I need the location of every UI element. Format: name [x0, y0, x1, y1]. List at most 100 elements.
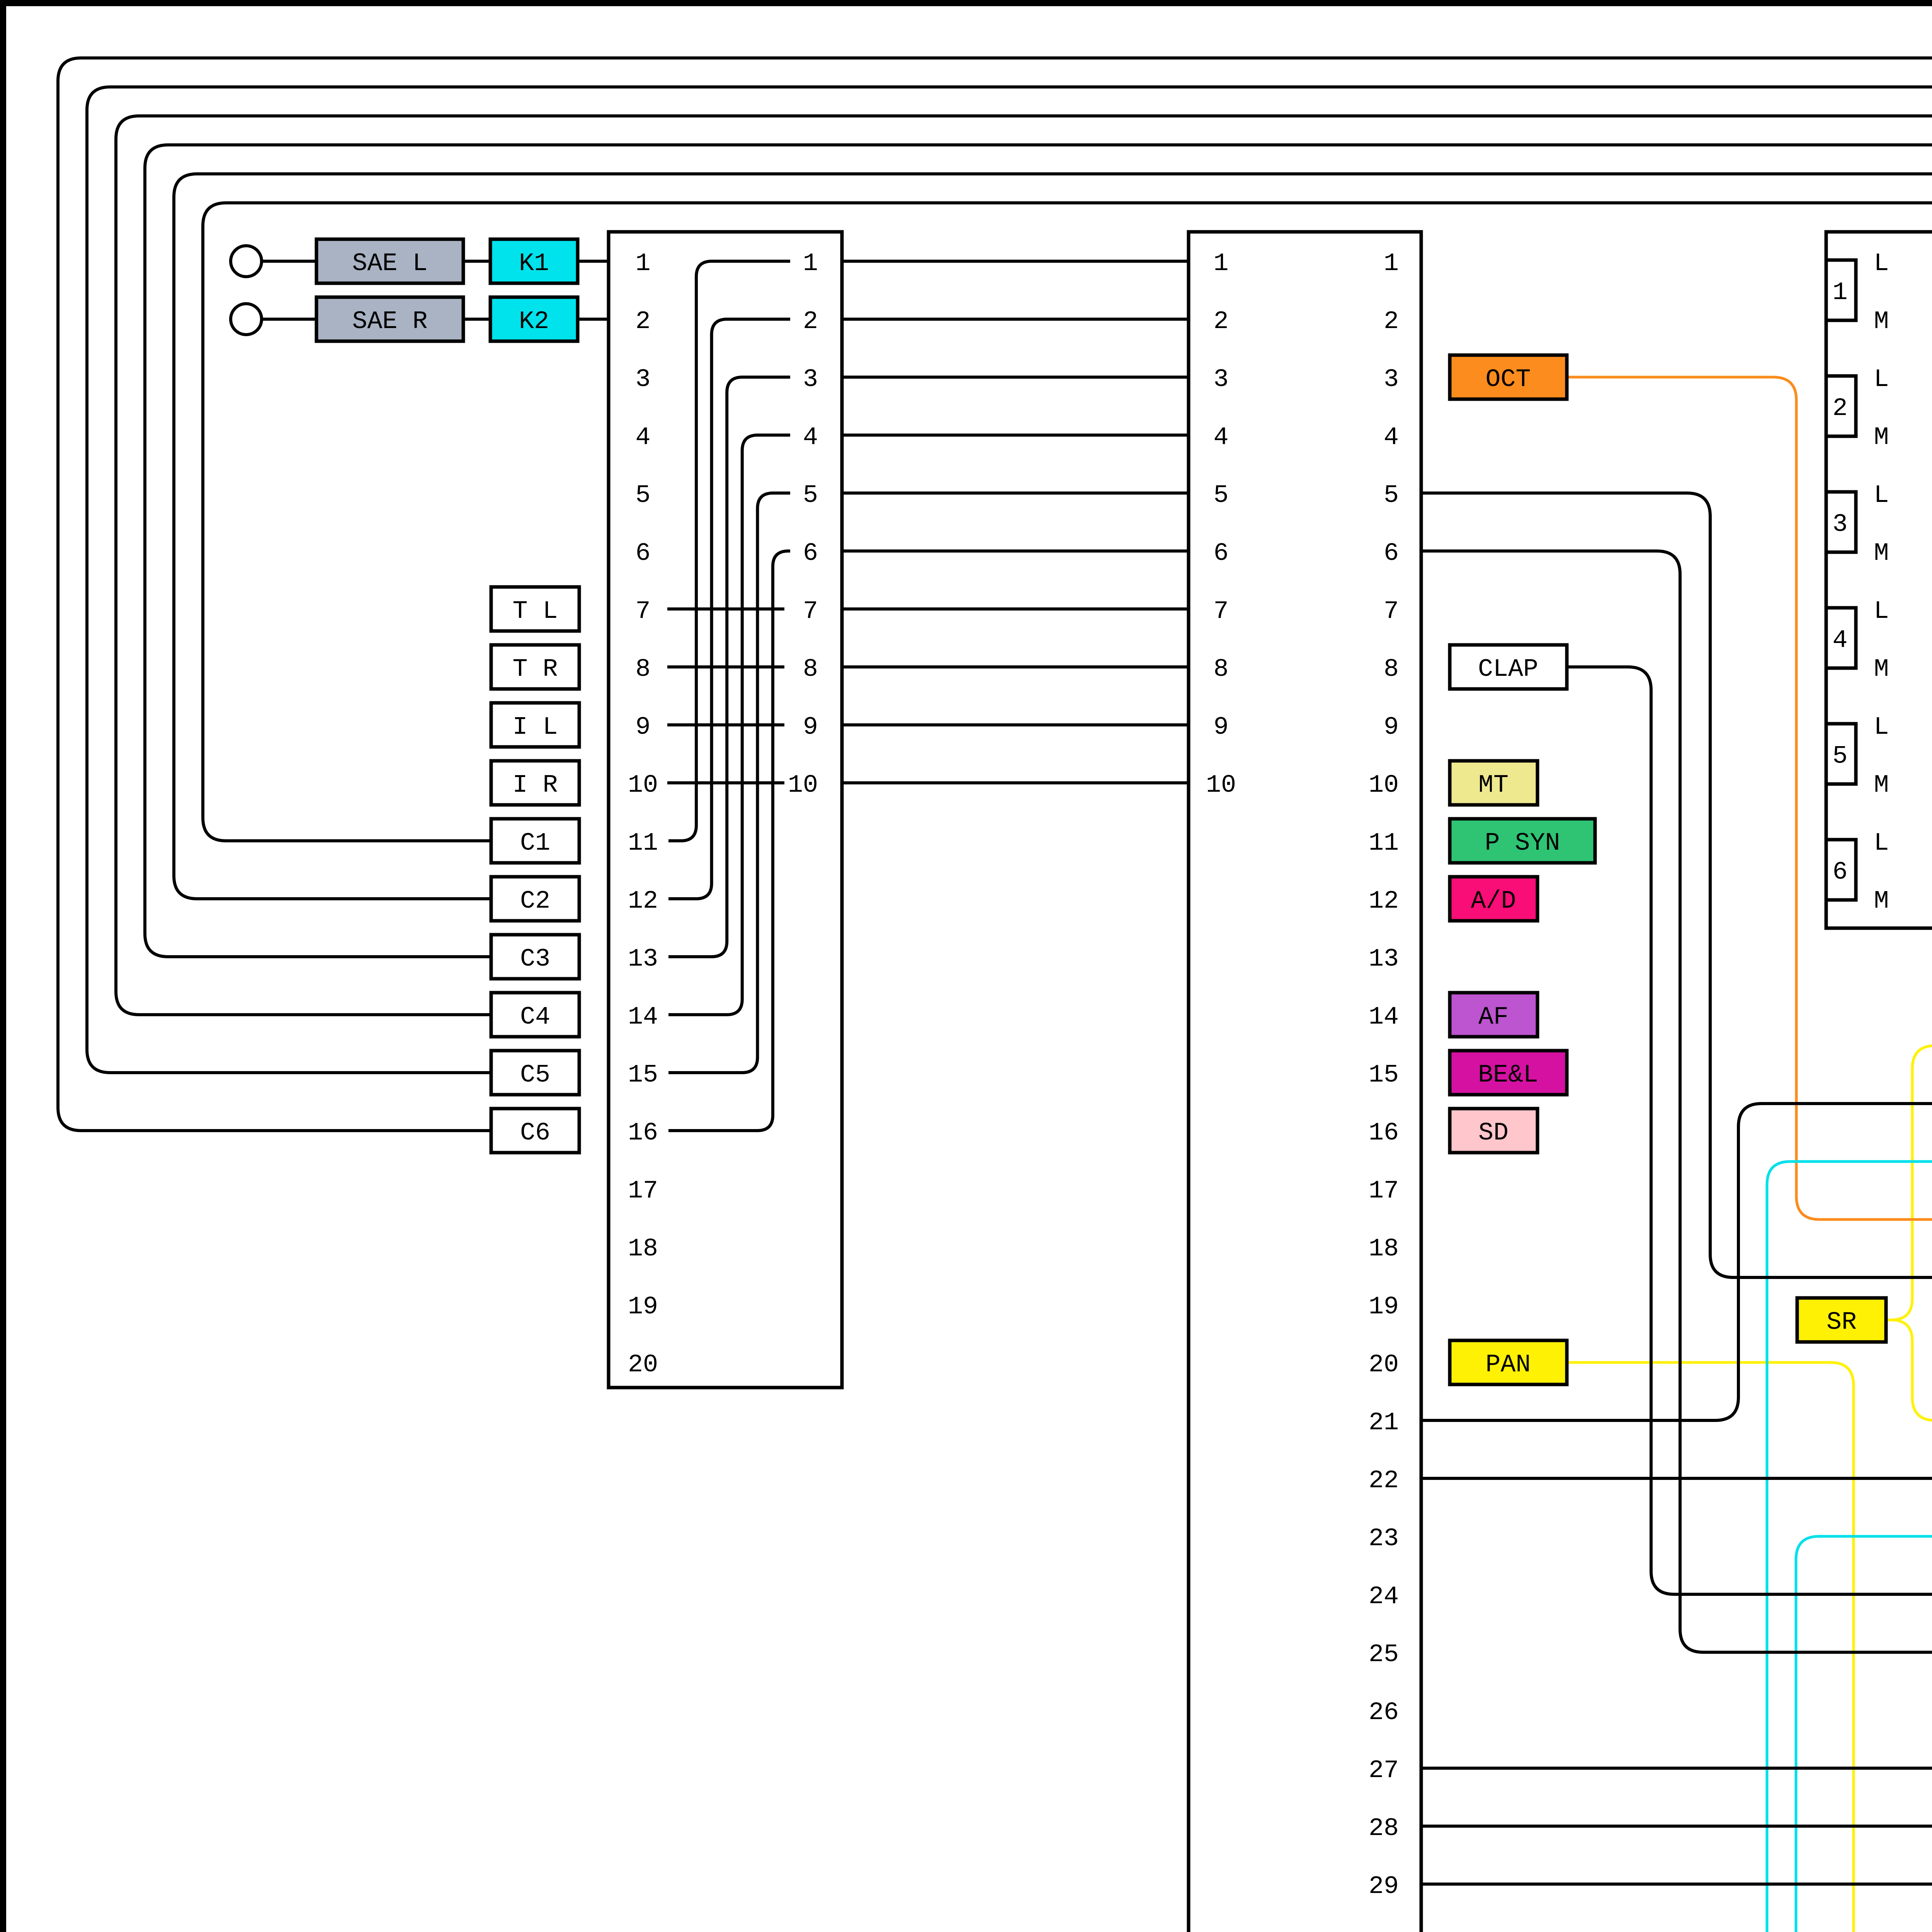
svg-text:4: 4: [1384, 423, 1399, 452]
svg-text:T R: T R: [512, 655, 558, 684]
svg-text:A/D: A/D: [1471, 887, 1516, 915]
svg-text:C4: C4: [520, 1003, 550, 1031]
svg-text:18: 18: [1369, 1235, 1399, 1263]
svg-text:13: 13: [628, 945, 658, 973]
svg-text:1: 1: [1384, 249, 1399, 278]
svg-text:18: 18: [628, 1235, 658, 1263]
svg-text:C2: C2: [520, 887, 550, 915]
svg-text:3: 3: [1213, 365, 1228, 394]
svg-text:17: 17: [628, 1177, 658, 1205]
svg-text:21: 21: [1369, 1408, 1399, 1437]
svg-text:1: 1: [1832, 278, 1847, 307]
svg-text:C1: C1: [520, 829, 550, 857]
svg-text:19: 19: [1369, 1293, 1399, 1321]
svg-text:2: 2: [1832, 394, 1847, 423]
svg-text:11: 11: [628, 829, 658, 857]
svg-text:1: 1: [635, 249, 650, 278]
svg-text:14: 14: [1369, 1003, 1399, 1031]
svg-text:SAE R: SAE R: [352, 307, 427, 336]
svg-text:5: 5: [635, 481, 650, 510]
svg-text:I R: I R: [512, 771, 558, 799]
svg-text:C5: C5: [520, 1061, 550, 1089]
svg-text:CLAP: CLAP: [1478, 655, 1538, 684]
svg-text:C3: C3: [520, 945, 550, 973]
svg-text:T L: T L: [512, 597, 558, 626]
svg-text:26: 26: [1369, 1698, 1399, 1727]
svg-text:9: 9: [1384, 713, 1399, 742]
svg-text:M: M: [1874, 307, 1889, 336]
svg-text:L: L: [1874, 829, 1889, 857]
svg-text:7: 7: [635, 597, 650, 626]
svg-text:3: 3: [1384, 365, 1399, 394]
svg-text:PAN: PAN: [1485, 1350, 1531, 1379]
svg-text:1: 1: [1213, 249, 1228, 278]
svg-text:13: 13: [1369, 945, 1399, 973]
svg-text:MT: MT: [1478, 771, 1509, 799]
svg-text:L: L: [1874, 365, 1889, 394]
svg-text:16: 16: [1369, 1119, 1399, 1147]
svg-text:20: 20: [1369, 1350, 1399, 1379]
svg-text:C6: C6: [520, 1119, 550, 1147]
svg-text:4: 4: [1213, 423, 1228, 452]
svg-text:L: L: [1874, 481, 1889, 510]
svg-text:29: 29: [1369, 1872, 1399, 1901]
svg-text:I L: I L: [512, 713, 558, 742]
svg-text:5: 5: [1384, 481, 1399, 510]
svg-text:15: 15: [1369, 1061, 1399, 1089]
svg-text:SR: SR: [1827, 1308, 1857, 1337]
svg-text:SD: SD: [1478, 1119, 1509, 1147]
svg-text:25: 25: [1369, 1640, 1399, 1669]
svg-text:3: 3: [1832, 510, 1847, 539]
svg-text:10: 10: [788, 771, 818, 799]
svg-text:2: 2: [1213, 307, 1228, 336]
svg-text:10: 10: [1206, 771, 1236, 799]
svg-text:11: 11: [1369, 829, 1399, 857]
svg-text:9: 9: [1213, 713, 1228, 742]
svg-text:K2: K2: [519, 307, 549, 336]
svg-text:K1: K1: [519, 249, 549, 278]
svg-text:3: 3: [803, 365, 818, 394]
svg-text:4: 4: [1832, 626, 1847, 655]
svg-text:24: 24: [1369, 1582, 1399, 1611]
svg-text:BE&L: BE&L: [1478, 1061, 1538, 1089]
svg-text:6: 6: [1384, 539, 1399, 568]
svg-text:2: 2: [635, 307, 650, 336]
svg-text:SAE L: SAE L: [352, 249, 427, 278]
svg-text:28: 28: [1369, 1814, 1399, 1843]
svg-text:20: 20: [628, 1350, 658, 1379]
svg-text:1: 1: [803, 249, 818, 278]
svg-text:4: 4: [803, 423, 818, 452]
svg-text:8: 8: [803, 655, 818, 684]
svg-text:L: L: [1874, 597, 1889, 626]
svg-text:19: 19: [628, 1293, 658, 1321]
svg-text:6: 6: [1213, 539, 1228, 568]
svg-text:16: 16: [628, 1119, 658, 1147]
svg-text:M: M: [1874, 423, 1889, 452]
svg-text:2: 2: [1384, 307, 1399, 336]
svg-text:12: 12: [1369, 887, 1399, 915]
svg-text:27: 27: [1369, 1756, 1399, 1785]
svg-text:15: 15: [628, 1061, 658, 1089]
svg-text:2: 2: [803, 307, 818, 336]
svg-text:12: 12: [628, 887, 658, 915]
svg-text:9: 9: [635, 713, 650, 742]
svg-text:AF: AF: [1478, 1003, 1509, 1031]
svg-text:6: 6: [635, 539, 650, 568]
svg-text:8: 8: [635, 655, 650, 684]
svg-text:OCT: OCT: [1485, 365, 1531, 394]
svg-text:10: 10: [1369, 771, 1399, 799]
svg-text:7: 7: [1213, 597, 1228, 626]
svg-text:7: 7: [803, 597, 818, 626]
svg-text:L: L: [1874, 713, 1889, 742]
svg-text:22: 22: [1369, 1466, 1399, 1495]
svg-text:23: 23: [1369, 1524, 1399, 1553]
svg-text:3: 3: [635, 365, 650, 394]
svg-text:M: M: [1874, 655, 1889, 684]
svg-text:7: 7: [1384, 597, 1399, 626]
svg-text:30: 30: [1369, 1930, 1399, 1932]
svg-text:10: 10: [628, 771, 658, 799]
svg-text:M: M: [1874, 539, 1889, 568]
svg-text:6: 6: [803, 539, 818, 568]
svg-text:5: 5: [1213, 481, 1228, 510]
svg-text:M: M: [1874, 887, 1889, 915]
